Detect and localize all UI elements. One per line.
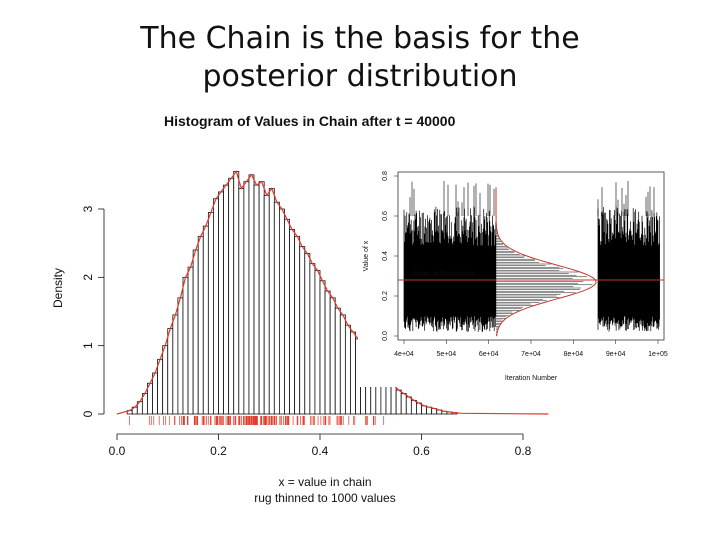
histogram-bar: [192, 249, 199, 415]
histogram-bar: [157, 358, 164, 415]
y-axis-label: Density: [51, 268, 65, 308]
x-tick-label: 0.8: [515, 444, 532, 458]
x-tick-label: 0.6: [413, 444, 430, 458]
inset-x-label: Iteration Number: [505, 375, 558, 382]
x-tick-label: 0.2: [210, 444, 227, 458]
histogram-bar: [197, 235, 204, 415]
histogram-bar: [390, 384, 397, 415]
histogram-bar: [319, 280, 326, 415]
slide-title: The Chain is the basis for the posterior…: [0, 20, 720, 96]
histogram-bar: [400, 393, 407, 415]
histogram-bar: [410, 399, 417, 415]
slide-title-line-1: The Chain is the basis for the: [140, 21, 580, 56]
histogram-bar: [218, 191, 224, 415]
histogram-bar: [289, 229, 296, 415]
histogram-bar: [324, 290, 331, 415]
x-tick-label: 0.0: [109, 444, 126, 458]
rug-marks: [129, 416, 385, 425]
inset-y-label: Value of x: [363, 240, 370, 271]
y-tick-label: 0: [81, 410, 95, 417]
histogram-bar: [395, 389, 402, 415]
inset-x-tick-label: 1e+05: [648, 351, 668, 358]
histogram-bar: [284, 218, 290, 415]
histogram-bar: [268, 188, 275, 415]
histogram-bar: [350, 331, 356, 415]
histogram-bar: [223, 184, 230, 415]
histogram-bar: [278, 208, 285, 415]
histogram-bar: [314, 270, 321, 415]
inset-x-tick-label: 4e+04: [394, 351, 414, 358]
y-tick-label: 2: [81, 274, 95, 281]
histogram-bar: [334, 307, 341, 415]
histogram-bar: [294, 235, 301, 415]
histogram-bar: [202, 225, 209, 415]
histogram-bar: [273, 201, 280, 415]
x-axis-label: x = value in chain: [278, 475, 371, 489]
histogram-bar: [207, 212, 214, 415]
histogram-bar: [177, 297, 184, 415]
inset-x-tick-label: 9e+04: [606, 351, 626, 358]
trace-inset: Mean of Distribution 4e+04 5e+04 6e+04 7e+0…: [358, 163, 670, 387]
inset-x-tick-label: 7e+04: [521, 351, 541, 358]
histogram-bar: [182, 276, 189, 415]
inset-x-tick-label: 5e+04: [436, 351, 456, 358]
histogram-bar: [167, 328, 174, 415]
histogram-bar: [243, 181, 250, 415]
histogram-bar: [172, 314, 179, 415]
histogram-bar: [339, 314, 346, 415]
y-tick-label: 1: [81, 342, 95, 349]
inset-density-curve: [495, 187, 597, 337]
trace-spikes: [409, 181, 495, 216]
density-curve: [116, 170, 549, 415]
histogram-bar: [228, 177, 235, 415]
inset-x-tick-label: 8e+04: [563, 351, 583, 358]
histogram-bar: [187, 266, 194, 415]
histogram-bar: [162, 345, 169, 415]
inset-y-tick-label: 0.2: [382, 291, 389, 301]
trace-segment: [403, 206, 497, 332]
histogram-bar: [258, 181, 265, 415]
mean-label: Mean of Distribution: [413, 271, 475, 278]
histogram-bar: [152, 372, 158, 415]
trace-left-block: [403, 181, 497, 332]
histogram-bar: [213, 198, 219, 415]
x-tick-label: 0.4: [312, 444, 329, 458]
histogram-bar: [299, 246, 306, 415]
histogram-bar: [405, 396, 412, 415]
chart-title: Histogram of Values in Chain after t = 4…: [164, 113, 456, 129]
histogram-bar: [253, 184, 260, 415]
histogram-bars: [126, 171, 458, 415]
y-tick-label: 3: [81, 205, 95, 212]
inset-y-tick-label: 0.0: [382, 331, 389, 341]
histogram-bar: [233, 171, 240, 415]
histogram-axes: 0.0 0.2 0.4 0.6 0.8 0 1 2 3: [81, 205, 532, 458]
histogram-bar: [304, 253, 311, 415]
inset-y-tick-label: 0.4: [382, 251, 389, 261]
histogram-bar: [309, 263, 316, 415]
inset-x-tick-label: 6e+04: [479, 351, 499, 358]
slide-title-line-2: posterior distribution: [202, 59, 518, 94]
histogram-bar: [263, 194, 270, 415]
histogram-bar: [329, 297, 336, 415]
histogram-bar: [248, 174, 255, 415]
histogram-bar: [344, 324, 351, 415]
trace-spikes: [597, 181, 655, 216]
inset-axes: 4e+04 5e+04 6e+04 7e+04 8e+04 9e+04 1e+05 0.0 0.…: [382, 171, 668, 358]
x-axis-label-2: rug thinned to 1000 values: [254, 491, 395, 505]
inset-y-tick-label: 0.6: [382, 211, 389, 221]
histogram-bar: [238, 188, 245, 415]
histogram-bar: [421, 405, 427, 415]
inset-y-tick-label: 0.8: [382, 171, 389, 181]
